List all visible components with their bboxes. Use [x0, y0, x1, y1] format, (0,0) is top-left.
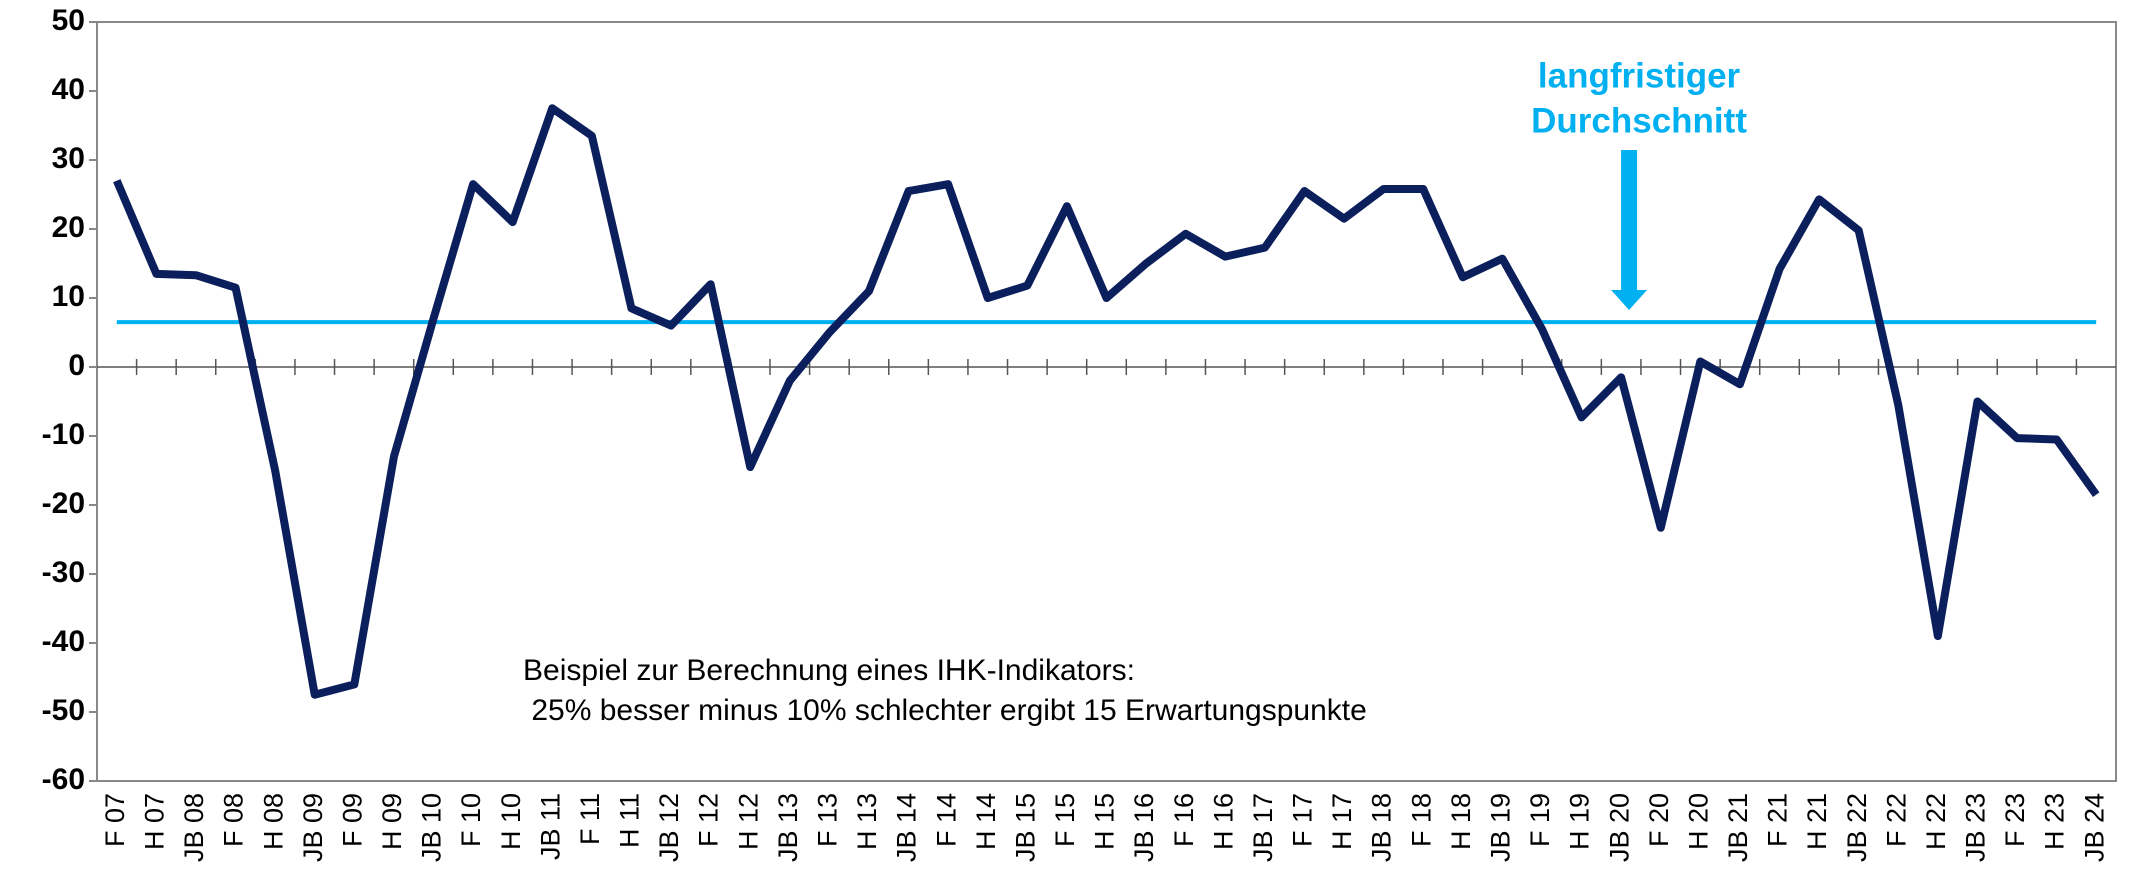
data-line: [113, 104, 2100, 699]
x-tick-label: JB 17: [1248, 793, 1278, 862]
x-tick-label: F 11: [575, 793, 605, 845]
note: 25% besser minus 10% schlechter ergibt 1…: [523, 694, 1367, 727]
y-tick-label: -10: [42, 418, 85, 451]
x-tick-label: JB 19: [1486, 793, 1516, 862]
x-tick-label: F 15: [1050, 793, 1080, 847]
x-tick-label: JB 20: [1604, 793, 1634, 862]
x-tick-label: JB 09: [298, 793, 328, 862]
arrow-shaft: [1621, 150, 1638, 290]
x-tick-label: JB 16: [1129, 793, 1159, 862]
x-tick-label: H 19: [1565, 793, 1595, 850]
y-tick-label: 30: [52, 142, 85, 175]
x-tick-label: F 14: [931, 793, 961, 847]
x-tick-label: JB 14: [892, 793, 922, 862]
x-tick-label: H 10: [496, 793, 526, 850]
x-tick-label: JB 10: [417, 793, 447, 862]
x-tick-label: H 16: [1208, 793, 1238, 850]
x-tick-label: H 21: [1802, 793, 1832, 850]
x-tick-label: F 21: [1763, 793, 1793, 847]
x-tick-label: F 16: [1169, 793, 1199, 847]
x-tick-label: JB 21: [1723, 793, 1753, 862]
x-tick-label: H 09: [377, 793, 407, 850]
x-tick-label: H 17: [1327, 793, 1357, 850]
y-tick-label: -50: [42, 694, 85, 727]
y-tick-label: 10: [52, 280, 85, 313]
y-tick-label: -60: [42, 763, 85, 796]
y-tick-label: 50: [52, 4, 85, 37]
y-tick-label: 20: [52, 211, 85, 244]
x-tick-label: JB 24: [2079, 793, 2109, 862]
x-tick-label: F 23: [2000, 793, 2030, 847]
y-tick-label: -40: [42, 625, 85, 658]
x-tick-label: JB 11: [535, 793, 565, 860]
arrow-head: [1611, 290, 1648, 310]
x-tick-label: JB 22: [1842, 793, 1872, 862]
x-tick-label: H 12: [733, 793, 763, 850]
x-tick-label: F 08: [219, 793, 249, 847]
x-tick-label: H 14: [971, 793, 1001, 850]
x-tick-label: H 11: [615, 793, 645, 848]
x-tick-label: H 08: [258, 793, 288, 850]
x-tick-label: JB 18: [1367, 793, 1397, 862]
x-tick-label: F 09: [337, 793, 367, 847]
x-tick-label: F 20: [1644, 793, 1674, 847]
x-tick-label: F 18: [1406, 793, 1436, 847]
x-tick-label: H 23: [2040, 793, 2070, 850]
y-tick-label: -30: [42, 556, 85, 589]
y-tick-label: 0: [68, 349, 85, 382]
x-tick-label: JB 12: [654, 793, 684, 862]
y-tick-label: -20: [42, 487, 85, 520]
x-tick-label: H 22: [1921, 793, 1951, 850]
y-tick-label: 40: [52, 73, 85, 106]
x-tick-label: H 18: [1446, 793, 1476, 850]
x-tick-label: JB 13: [773, 793, 803, 862]
average-label: langfristiger: [1538, 56, 1741, 95]
x-tick-label: JB 23: [1961, 793, 1991, 862]
x-tick-label: F 17: [1288, 793, 1318, 847]
x-tick-label: F 13: [813, 793, 843, 847]
x-tick-label: F 19: [1525, 793, 1555, 847]
x-tick-label: H 20: [1683, 793, 1713, 850]
x-tick-label: H 07: [140, 793, 170, 850]
average-label: Durchschnitt: [1531, 101, 1747, 140]
x-tick-label: JB 08: [179, 793, 209, 862]
x-tick-label: F 12: [694, 793, 724, 847]
x-tick-label: JB 15: [1010, 793, 1040, 862]
x-tick-label: H 15: [1090, 793, 1120, 850]
plot-frame: [96, 21, 2117, 782]
note: Beispiel zur Berechnung eines IHK-Indika…: [523, 654, 1135, 687]
x-tick-label: F 07: [100, 793, 130, 847]
x-tick-label: F 10: [456, 793, 486, 847]
x-tick-label: F 22: [1881, 793, 1911, 847]
x-tick-label: H 13: [852, 793, 882, 850]
